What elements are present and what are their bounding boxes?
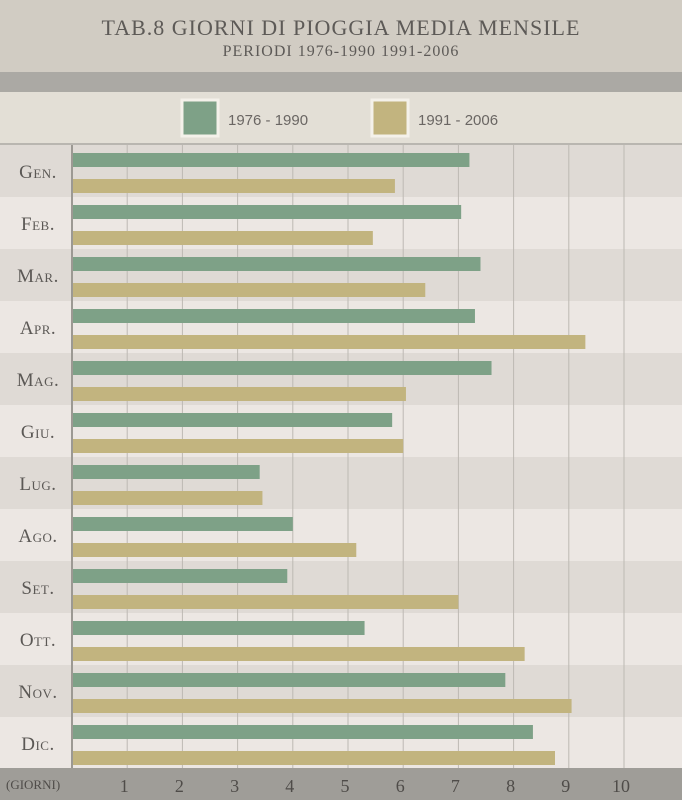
x-tick-label-9: 9 <box>561 776 570 796</box>
x-tick-label-4: 4 <box>285 776 294 796</box>
x-tick-label-2: 2 <box>175 776 184 796</box>
x-tick-label-6: 6 <box>396 776 405 796</box>
bar-ott-1991-2006 <box>73 647 525 661</box>
category-label-dic: Dic. <box>21 734 54 755</box>
legend-label-1976-1990: 1976 - 1990 <box>228 112 308 129</box>
x-tick-label-7: 7 <box>451 776 460 796</box>
x-axis-ticks: 1 2 3 4 5 6 7 8 9 10 <box>120 776 630 796</box>
legend-label-1991-2006: 1991 - 2006 <box>418 112 498 129</box>
bar-lug-1991-2006 <box>73 491 263 505</box>
category-label-nov: Nov. <box>18 682 57 703</box>
separator-band <box>0 72 682 92</box>
category-label-ott: Ott. <box>20 630 56 651</box>
category-label-apr: Apr. <box>20 318 56 339</box>
x-tick-label-8: 8 <box>506 776 515 796</box>
category-label-set: Set. <box>21 578 54 599</box>
x-tick-label-10: 10 <box>612 776 630 796</box>
chart-title: TAB.8 GIORNI DI PIOGGIA MEDIA MENSILE <box>102 15 581 40</box>
title-band <box>0 0 682 72</box>
legend-band <box>0 92 682 144</box>
bar-set-1976-1990 <box>73 569 288 583</box>
bar-set-1991-2006 <box>73 595 459 609</box>
bar-apr-1991-2006 <box>73 335 586 349</box>
bar-gen-1991-2006 <box>73 179 395 193</box>
legend-swatch-1991-2006 <box>370 98 410 138</box>
category-label-mar: Mar. <box>17 266 59 287</box>
bar-apr-1976-1990 <box>73 309 475 323</box>
bar-nov-1976-1990 <box>73 673 506 687</box>
bar-giu-1976-1990 <box>73 413 393 427</box>
legend: 1976 - 1990 1991 - 2006 <box>180 98 498 138</box>
legend-divider <box>0 143 682 145</box>
bar-gen-1976-1990 <box>73 153 470 167</box>
gridlines <box>71 145 625 769</box>
bar-ott-1976-1990 <box>73 621 365 635</box>
bar-ago-1976-1990 <box>73 517 293 531</box>
bars <box>73 153 586 765</box>
category-label-gen: Gen. <box>19 162 57 183</box>
category-label-mag: Mag. <box>17 370 59 391</box>
x-axis-label: (GIORNI) <box>6 777 60 792</box>
category-label-feb: Feb. <box>21 214 55 235</box>
x-axis-band <box>0 768 682 800</box>
bar-ago-1991-2006 <box>73 543 357 557</box>
bar-mar-1976-1990 <box>73 257 481 271</box>
chart-subtitle: PERIODI 1976-1990 1991-2006 <box>223 43 460 60</box>
category-label-lug: Lug. <box>19 474 56 495</box>
bar-feb-1991-2006 <box>73 231 373 245</box>
bar-giu-1991-2006 <box>73 439 404 453</box>
bar-mar-1991-2006 <box>73 283 426 297</box>
category-label-ago: Ago. <box>18 526 57 547</box>
bar-dic-1991-2006 <box>73 751 555 765</box>
bar-dic-1976-1990 <box>73 725 533 739</box>
category-labels: Gen. Feb. Mar. Apr. Mag. Giu. Lug. Ago. Set. Ott.… <box>17 162 59 755</box>
category-label-giu: Giu. <box>21 422 55 443</box>
bar-mag-1976-1990 <box>73 361 492 375</box>
bar-nov-1991-2006 <box>73 699 572 713</box>
x-tick-label-5: 5 <box>341 776 350 796</box>
x-tick-label-1: 1 <box>120 776 129 796</box>
legend-swatch-1976-1990 <box>180 98 220 138</box>
x-tick-label-3: 3 <box>230 776 239 796</box>
bar-mag-1991-2006 <box>73 387 406 401</box>
bar-feb-1976-1990 <box>73 205 462 219</box>
bar-lug-1976-1990 <box>73 465 260 479</box>
